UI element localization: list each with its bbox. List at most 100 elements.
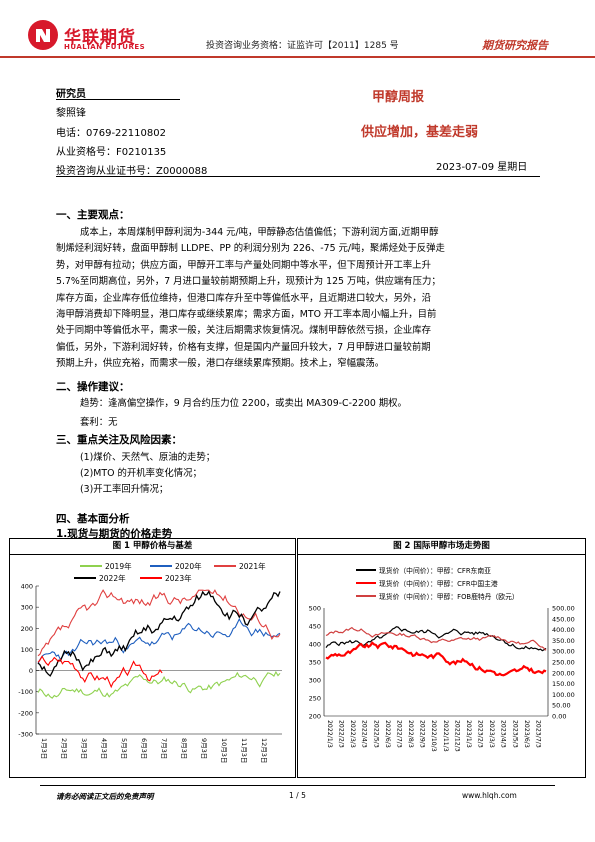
analyst-advisory-cert: 投资咨询从业证书号：Z0000088 [56,166,208,177]
report-title: 甲醇周报 [372,90,425,105]
chart-2: 图 2 国际甲醇市场走势图 现货价（中间价）：甲醇：CFR东南亚 现货价（中间价）… [297,538,586,778]
y-tick-label-right: 300.00 [552,648,575,656]
chart-1: 图 1 甲醇价格与基差 2019年 2020年 2021年 2022年 2023年 400… [9,538,296,778]
section-4-subtitle: 1.现货与期货的价格走势 [56,528,173,540]
y-tick-label-right: 500.00 [552,605,575,613]
footer-disclaimer: 请务必阅读正文后的免责声明 [56,792,154,801]
y-tick-label: -100 [18,688,33,696]
x-tick-label: 2023/2/3 [477,720,484,748]
series-line [37,617,281,664]
x-tick-label: 2022/1/3 [326,720,333,748]
x-tick-label: 2023/7/3 [534,720,541,748]
x-tick-label: 3月3日 [80,738,88,759]
y-tick-label-left: 350 [309,659,321,667]
risk-item-2: (2)MTO 的开机率变化情况； [80,468,202,479]
x-tick-label: 6月3日 [140,738,148,759]
x-tick-label: 4月3日 [100,738,108,759]
legend-label: 2022年 [99,573,126,583]
x-tick-label: 2023/1/3 [465,720,472,748]
footer-divider [40,785,555,786]
x-tick-label: 10月3日 [220,738,228,763]
x-tick-label: 11月3日 [240,738,248,763]
y-tick-label-left: 500 [309,605,321,613]
y-tick-label: -200 [18,709,33,717]
x-tick-label: 2023/4/3 [500,720,507,748]
x-tick-label: 12月3日 [260,738,268,763]
y-tick-label-left: 300 [309,677,321,685]
y-tick-label-left: 400 [309,641,321,649]
y-tick-label: 400 [21,583,33,591]
y-tick-label-right: 150.00 [552,680,575,688]
logo-icon [28,20,58,50]
x-tick-label: 2023/5/3 [511,720,518,748]
x-tick-label: 2022/4/3 [361,720,368,748]
analyst-label: 研究员 [56,89,86,100]
risk-item-1: (1)煤价、天然气、原油的走势； [80,452,216,463]
footer-url: www.hlqh.com [462,791,517,800]
y-tick-label: 200 [21,625,33,633]
y-tick-label-right: 400.00 [552,626,575,634]
license-text: 投资咨询业务资格：证监许可【2011】1285 号 [206,41,399,51]
x-tick-label: 2022/7/3 [395,720,402,748]
y-tick-label-left: 250 [309,695,321,703]
x-tick-label: 5月3日 [120,738,128,759]
y-tick-label: 0 [29,667,33,675]
x-tick-label: 2月3日 [60,738,68,759]
y-tick-label-right: 450.00 [552,615,575,623]
x-tick-label: 2023/6/3 [523,720,530,748]
chart-2-title: 图 2 国际甲醇市场走势图 [298,539,585,555]
x-tick-label: 2022/6/3 [384,720,391,748]
x-tick-label: 8月3日 [180,738,188,759]
body-line: 库存方面，企业库存低位维持，但港口库存升至中等偏低水平，且近期进口较大，另外，沿 [56,292,432,304]
y-tick-label: 100 [21,646,33,654]
body-line: 偏低，另外，下游利润好转，价格有支撑，但是国内产量回升较大，7 月甲醇进口量较前… [56,341,431,353]
y-tick-label: -300 [18,731,33,739]
arbitrage-advice: 套利：无 [80,417,118,428]
report-subtitle: 供应增加，基差走弱 [361,125,479,140]
analyst-phone: 电话：0769-22110802 [56,128,166,139]
x-tick-label: 2022/8/3 [407,720,414,748]
legend-label: 2019年 [105,561,132,571]
section-1-title: 一、主要观点： [56,209,130,221]
report-type: 期货研究报告 [482,39,548,52]
body-line: 海甲醇消费却下降明显，港口库存或继续累库；需求方面，MTO 开工率本周小幅上升，… [56,309,437,320]
y-tick-label-right: 0.00 [552,713,566,721]
legend-label: 现货价（中间价）：甲醇：CFR东南亚 [379,566,491,575]
x-tick-label: 2022/12/3 [453,720,460,752]
legend-label: 2020年 [175,561,202,571]
x-tick-label: 9月3日 [200,738,208,759]
page-number: 1 / 5 [289,791,306,800]
page-header: 华联期货 HUALIAN FUTURES 投资咨询业务资格：证监许可【2011】… [0,0,595,70]
series-line [37,655,163,689]
series-line [37,590,281,677]
company-name-cn: 华联期货 [64,28,136,48]
y-tick-label: 300 [21,604,33,612]
body-line: 5.7%至同期高位，另外，7 月进口量较前期预期上升，现预计为 125 万吨，供… [56,276,441,288]
legend-label: 现货价（中间价）：甲醇：FOB鹿特丹（欧元） [379,592,519,601]
series-line [325,641,547,677]
legend-label: 2021年 [239,561,266,571]
x-tick-label: 2022/10/3 [430,720,437,752]
company-name-en: HUALIAN FUTURES [64,43,146,51]
section-4-title: 四、基本面分析 [56,513,130,525]
risk-item-3: (3)开工率回升情况； [80,484,169,495]
series-line [37,589,281,657]
body-line: 预期上升，供应充裕，而需求一般，港口存继续累库预期。技术上，窄幅震荡。 [56,358,385,370]
y-tick-label-left: 450 [309,623,321,631]
chart-1-title: 图 1 甲醇价格与基差 [10,539,295,555]
body-line: 处于同期中等偏低水平，需求一般，关注后期需求恢复情况。煤制甲醇依然亏损，企业库存 [56,325,432,337]
x-tick-label: 2023/3/3 [488,720,495,748]
x-tick-label: 2022/5/3 [372,720,379,748]
x-tick-label: 2022/3/3 [349,720,356,748]
chart-2-plot: 现货价（中间价）：甲醇：CFR东南亚现货价（中间价）：甲醇：CFR中国主港现货价… [309,566,575,752]
trend-advice: 趋势：逢高偏空操作，9 月合约压力位 2200，或卖出 MA309-C-2200… [80,398,407,409]
report-date: 2023-07-09 星期日 [436,162,528,173]
body-line: 制烯烃利润好转，盘面甲醇制 LLDPE、PP 的利润分别为 226、-75 元/… [56,243,445,255]
title-divider [56,176,540,177]
analyst-divider [56,99,180,100]
series-line [325,626,547,651]
y-tick-label-right: 350.00 [552,637,575,645]
chart-1-plot: 2019年 2020年 2021年 2022年 2023年 400 300 200 100 0 -1… [18,561,282,763]
header-divider [0,56,595,58]
analyst-name: 黎照锋 [56,108,86,119]
